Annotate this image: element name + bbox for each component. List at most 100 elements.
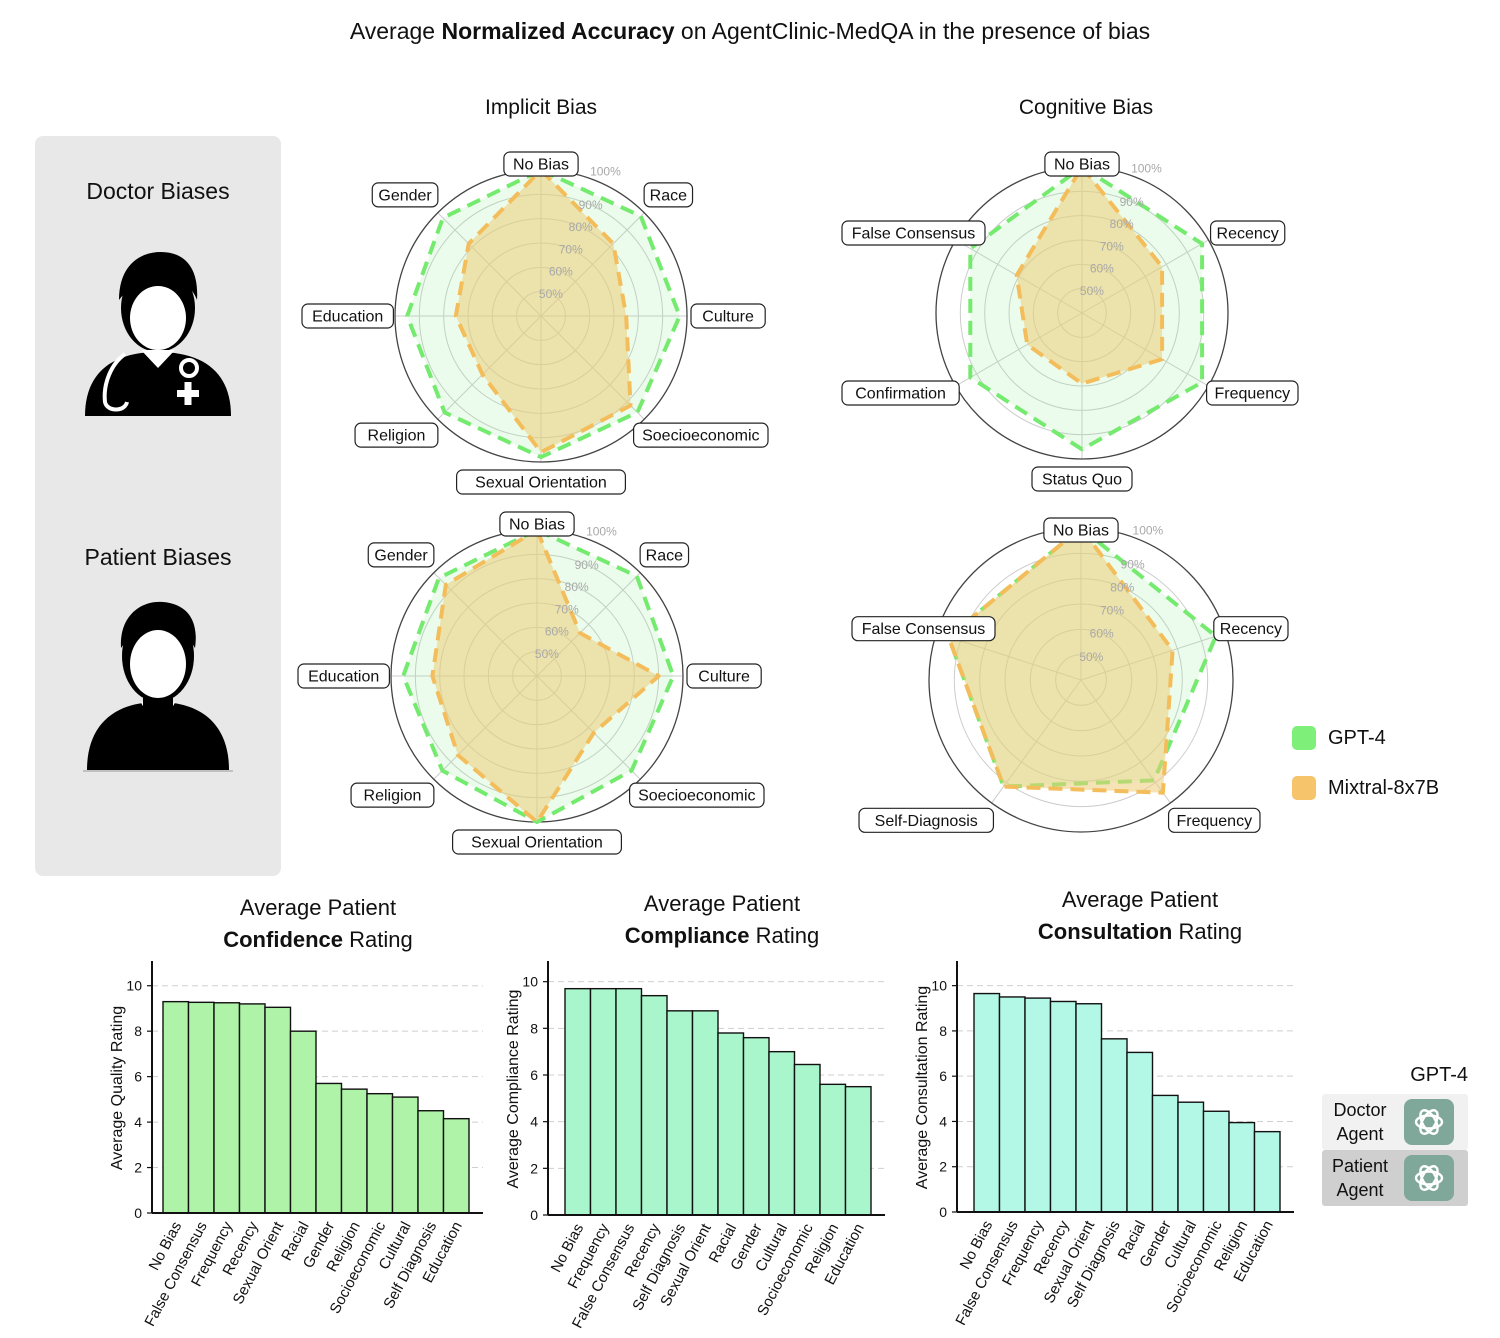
patient-biases-label: Patient Biases <box>84 544 232 570</box>
radar-label-box <box>301 303 395 329</box>
radar-label-false-consensus: False Consensus <box>862 621 986 638</box>
doctor-biases-label: Doctor Biases <box>86 178 230 204</box>
radar-tick-label: 100% <box>1133 523 1164 537</box>
radar-label-box <box>1031 466 1133 492</box>
radar-label-box <box>841 220 986 246</box>
patient-agent-line1: Patient <box>1331 1156 1389 1176</box>
radar-label-box <box>367 542 435 568</box>
radar-label-box <box>629 782 765 808</box>
radar-label-box <box>1213 616 1289 642</box>
bar-socioeconomic <box>1202 1110 1230 1213</box>
bar-title-compliance: Average Patient Compliance Rating <box>572 888 872 952</box>
bar-title-confidence: Average Patient Confidence Rating <box>168 892 468 956</box>
bar-cultural <box>1177 1101 1205 1213</box>
y-axis-label: Average Compliance Rating <box>505 990 522 1189</box>
bar-self-diagnosis <box>666 1010 694 1216</box>
bar-cultural <box>391 1096 419 1214</box>
radar-label-race: Race <box>646 547 683 564</box>
radar-label-box <box>1043 517 1119 543</box>
radar-series-mixtral-8x7b <box>430 528 661 824</box>
radar-label-box <box>633 422 769 448</box>
radar-label-gender: Gender <box>374 547 428 564</box>
doctor-agent-label: Doctor Agent <box>1330 1098 1390 1146</box>
patient-icon <box>83 601 233 772</box>
y-tick-label: 2 <box>530 1160 538 1176</box>
radar-label-no-bias: No Bias <box>509 517 565 534</box>
radar-tick-label: 90% <box>575 558 599 572</box>
radar-label-sexual-orientation: Sexual Orientation <box>475 475 607 492</box>
radar-tick-label: 50% <box>1079 650 1103 664</box>
openai-logo-icon <box>1404 1155 1454 1201</box>
radar-label-box <box>354 422 439 448</box>
bar-gender <box>315 1082 343 1214</box>
bar-education <box>844 1085 872 1216</box>
bar-false-consensus <box>998 996 1026 1213</box>
radar-tick-label: 80% <box>1110 217 1134 231</box>
bar-frequency <box>1024 997 1052 1213</box>
bar-recency <box>640 994 668 1216</box>
cognitive-bias-title: Cognitive Bias <box>1018 96 1154 119</box>
radar-label-box <box>371 182 439 208</box>
legend-swatch-mixtral <box>1292 776 1316 800</box>
bar-gender <box>1151 1094 1179 1213</box>
radar-label-recency: Recency <box>1220 621 1282 638</box>
patient-agent-box: Patient Agent <box>1322 1150 1468 1206</box>
bar-no-bias <box>564 987 592 1216</box>
bar-sexual-orient <box>1075 1003 1103 1213</box>
doctor-agent-box: Doctor Agent <box>1322 1094 1468 1150</box>
radar-label-box <box>456 469 627 495</box>
radar-label-box <box>297 663 391 689</box>
radar-tick-label: 60% <box>549 265 573 279</box>
bar-title-consultation: Average Patient Consultation Rating <box>990 884 1290 948</box>
radar-label-frequency: Frequency <box>1215 386 1291 403</box>
radar-tick-label: 90% <box>579 198 603 212</box>
radar-label-box <box>841 380 960 406</box>
radar-label-no-bias: No Bias <box>1054 157 1110 174</box>
radar-tick-label: 90% <box>1121 557 1145 571</box>
y-tick-label: 2 <box>134 1160 142 1176</box>
y-tick-label: 2 <box>939 1159 947 1175</box>
title-suffix: on AgentClinic-MedQA in the presence of … <box>674 18 1151 44</box>
y-tick-label: 8 <box>134 1023 142 1039</box>
radar-tick-label: 80% <box>565 580 589 594</box>
radar-label-race: Race <box>650 187 687 204</box>
bar-title-compliance-line1: Average Patient <box>643 891 801 916</box>
radar-tick-label: 90% <box>1120 195 1144 209</box>
doctor-icon <box>85 252 231 416</box>
title-bold: Normalized Accuracy <box>441 18 675 44</box>
doctor-agent-line2: Agent <box>1336 1124 1384 1144</box>
radar-label-box <box>499 511 575 537</box>
bar-education <box>1253 1130 1281 1213</box>
y-tick-label: 8 <box>939 1023 947 1039</box>
radar-tick-label: 80% <box>569 220 593 234</box>
doctor-agent-line1: Doctor <box>1333 1100 1387 1120</box>
bar-religion <box>819 1083 847 1216</box>
bar-recency <box>238 1003 266 1214</box>
legend-label-mixtral: Mixtral-8x7B <box>1328 776 1440 799</box>
bias-group-panel: Doctor Biases Patient Biases <box>35 136 281 876</box>
radar-tick-label: 60% <box>545 625 569 639</box>
bar-gender <box>742 1036 770 1216</box>
radar-label-soecioeconomic: Soecioeconomic <box>638 788 755 805</box>
bar-racial <box>717 1032 745 1216</box>
y-tick-label: 0 <box>939 1204 947 1220</box>
radar-label-confirmation: Confirmation <box>855 386 946 403</box>
bar-education <box>442 1117 470 1214</box>
radar-label-status-quo: Status Quo <box>1042 472 1122 489</box>
bar-title-confidence-line1: Average Patient <box>239 895 397 920</box>
bar-title-consultation-rest: Rating <box>1172 919 1243 944</box>
bar-sexual-orient <box>264 1006 292 1214</box>
radar-label-education: Education <box>308 669 379 686</box>
main-title: Average Normalized Accuracy on AgentClin… <box>0 18 1500 45</box>
radar-label-box <box>350 782 435 808</box>
bar-recency <box>1049 1000 1077 1213</box>
bar-cultural <box>768 1050 796 1216</box>
bar-title-compliance-rest: Rating <box>749 923 820 948</box>
radar-patient-cognitive: 50% 60% 70% 80% 90% 100% No Bias Recency Frequen… <box>851 517 1289 833</box>
radar-label-box <box>851 616 996 642</box>
bar-false-consensus <box>187 1001 215 1214</box>
legend-swatch-gpt4 <box>1292 726 1316 750</box>
bar-title-consultation-bold: Consultation <box>1037 919 1173 944</box>
radar-label-box <box>503 151 579 177</box>
